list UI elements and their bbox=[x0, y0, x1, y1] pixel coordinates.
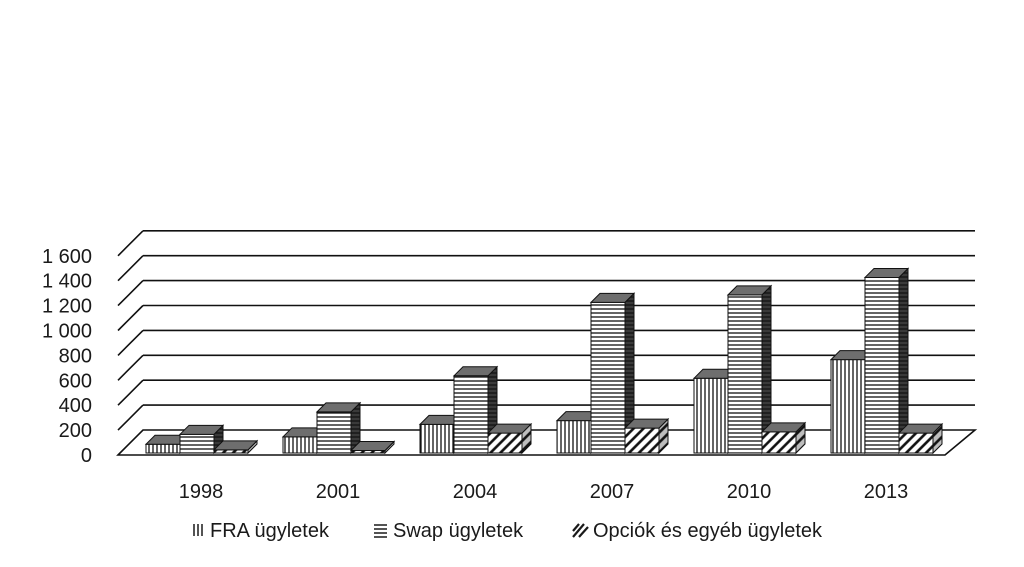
y-tick-label: 200 bbox=[59, 420, 92, 442]
bar-front bbox=[864, 276, 900, 454]
bar bbox=[486, 422, 533, 455]
bar-front bbox=[145, 443, 181, 454]
gridline-side bbox=[117, 329, 144, 356]
bar-front bbox=[727, 294, 763, 454]
bar-front bbox=[761, 431, 797, 454]
legend-swatch-vertical-icon bbox=[193, 524, 203, 536]
gridline-side bbox=[117, 230, 144, 257]
bar-top bbox=[589, 292, 636, 303]
bar-front bbox=[487, 432, 523, 454]
y-tick-label: 400 bbox=[59, 395, 92, 417]
y-tick-label: 0 bbox=[81, 445, 92, 467]
bar-front bbox=[282, 436, 318, 454]
x-tick-label: 2013 bbox=[864, 481, 909, 503]
bar bbox=[726, 284, 773, 455]
bar-top bbox=[726, 285, 773, 296]
y-tick-label: 1 400 bbox=[42, 271, 92, 293]
bar-front bbox=[453, 375, 489, 454]
x-tick-label: 2004 bbox=[453, 481, 498, 503]
legend-swatch-horizontal-icon bbox=[374, 524, 387, 538]
bar bbox=[863, 267, 910, 455]
bar-top bbox=[486, 423, 533, 434]
legend-label-opciok: Opciók és egyéb ügyletek bbox=[593, 520, 823, 542]
x-tick-label: 1998 bbox=[179, 481, 224, 503]
bar-top bbox=[897, 423, 944, 434]
y-tick-label: 600 bbox=[59, 370, 92, 392]
bar-front bbox=[624, 427, 660, 454]
legend-swatch-diagonal-icon bbox=[572, 523, 589, 538]
legend-item-opciok: Opciók és egyéb ügyletek bbox=[572, 520, 823, 542]
bars bbox=[144, 267, 944, 455]
bar-top bbox=[452, 366, 499, 377]
bar-top bbox=[623, 418, 670, 429]
gridline-side bbox=[117, 255, 144, 282]
y-tick-label: 1 200 bbox=[42, 296, 92, 318]
bar-front bbox=[830, 359, 866, 454]
bar-front bbox=[179, 433, 215, 454]
bar-top bbox=[349, 441, 396, 452]
bar bbox=[349, 440, 396, 455]
gridline-side bbox=[117, 280, 144, 307]
legend-item-fra: FRA ügyletek bbox=[193, 520, 330, 542]
bar-top bbox=[178, 424, 225, 435]
gridline-side bbox=[117, 304, 144, 332]
x-tick-label: 2010 bbox=[727, 481, 772, 503]
bar bbox=[212, 439, 259, 455]
bar-front bbox=[693, 377, 729, 454]
y-tick-label: 1 600 bbox=[42, 246, 92, 268]
bar bbox=[589, 292, 636, 455]
legend-label-swap: Swap ügyletek bbox=[393, 520, 524, 542]
bar-top bbox=[863, 267, 910, 278]
bar-front bbox=[898, 432, 934, 454]
gridline-side bbox=[117, 354, 144, 381]
legend-item-swap: Swap ügyletek bbox=[374, 520, 524, 542]
legend-label-fra: FRA ügyletek bbox=[210, 520, 330, 542]
x-tick-label: 2001 bbox=[316, 481, 361, 503]
x-axis: 1998 2001 2004 2007 2010 2013 bbox=[179, 481, 909, 503]
bar-top bbox=[212, 440, 259, 451]
bar-front bbox=[316, 411, 352, 454]
bar-top bbox=[315, 402, 362, 413]
bar bbox=[760, 421, 807, 455]
y-tick-label: 800 bbox=[59, 345, 92, 367]
bar bbox=[897, 422, 944, 455]
bar-front bbox=[419, 423, 455, 454]
bar-front bbox=[556, 420, 592, 454]
bar-front bbox=[590, 301, 626, 454]
bar bbox=[315, 401, 362, 455]
bar bbox=[623, 417, 670, 455]
x-tick-label: 2007 bbox=[590, 481, 635, 503]
legend: FRA ügyletek Swap ügyletek Opciók és egy… bbox=[193, 520, 823, 542]
bar-top bbox=[760, 422, 807, 433]
gridline-side bbox=[117, 379, 144, 406]
gridline-side bbox=[117, 404, 144, 431]
y-tick-label: 1 000 bbox=[42, 321, 92, 343]
